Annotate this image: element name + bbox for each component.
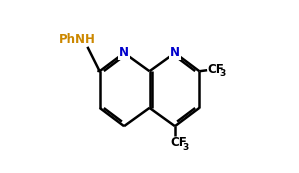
Text: N: N (170, 46, 180, 59)
Text: N: N (119, 46, 129, 59)
Text: CF: CF (208, 63, 224, 76)
Text: 3: 3 (219, 69, 226, 78)
Text: CF: CF (170, 136, 187, 149)
Text: 3: 3 (182, 143, 189, 152)
Text: PhNH: PhNH (59, 33, 96, 46)
